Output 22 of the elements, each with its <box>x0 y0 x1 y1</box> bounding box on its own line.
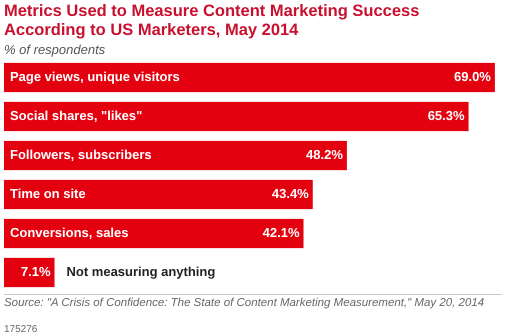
data-label: 43.4% <box>272 186 310 202</box>
data-label: 48.2% <box>306 147 344 162</box>
chart-subtitle: % of respondents <box>4 42 106 57</box>
data-label: 42.1% <box>262 225 300 240</box>
bar <box>4 258 55 288</box>
bar <box>4 102 469 132</box>
bar <box>4 62 495 92</box>
text: 175276 <box>4 324 38 335</box>
y-tick-label: Social shares, "likes" <box>10 108 142 124</box>
bar <box>4 180 313 210</box>
data-label: 69.0% <box>454 69 492 84</box>
chart-title: Metrics Used to Measure Content Marketing Success According to US Marketers, May 2014 <box>4 2 420 40</box>
y-tick-label: Time on site <box>10 186 86 202</box>
y-tick-label: Conversions, sales <box>10 225 128 240</box>
data-label: 7.1% <box>20 264 51 280</box>
y-tick-label: Not measuring anything <box>66 264 216 280</box>
data-label: 65.3% <box>428 108 465 124</box>
y-tick-label: Followers, subscribers <box>10 147 152 162</box>
bar <box>4 140 347 170</box>
y-tick-label: Page views, unique visitors <box>10 69 180 84</box>
source-note: Source: "A Crisis of Confidence: The State of Content Marketing Measurement," May 20, 2014 <box>4 294 502 310</box>
bar <box>4 218 304 248</box>
